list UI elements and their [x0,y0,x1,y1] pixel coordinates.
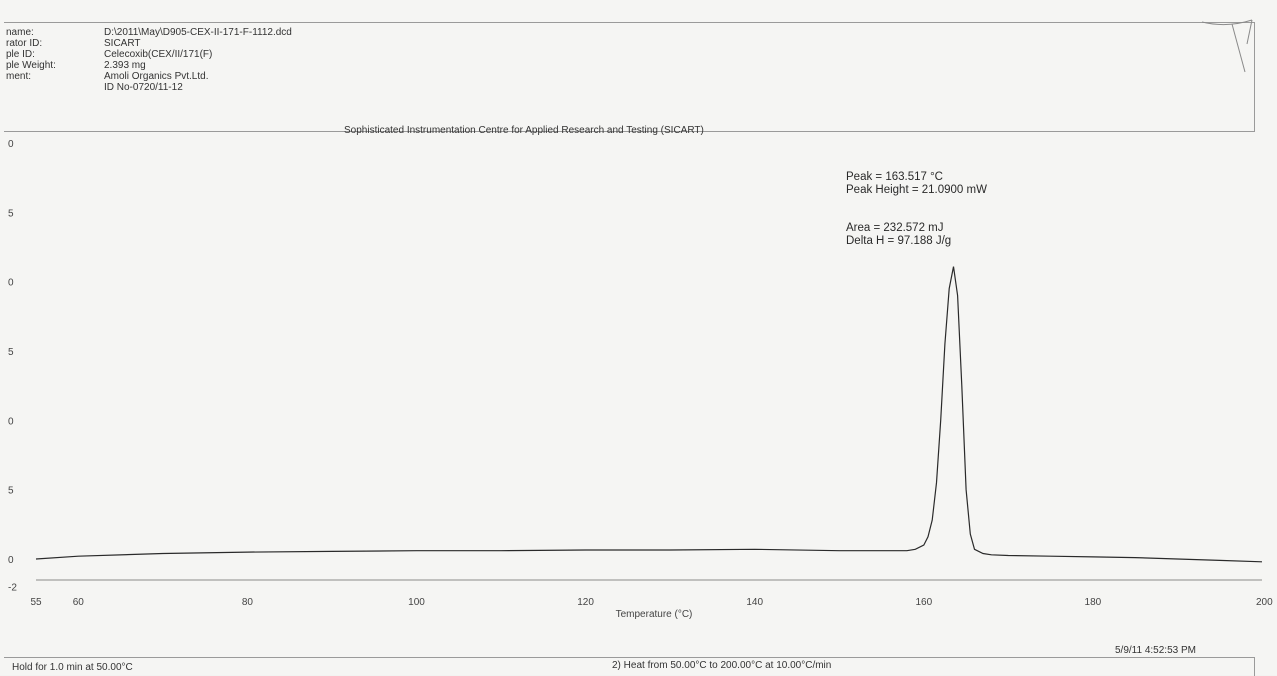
method-step-1: Hold for 1.0 min at 50.00°C [12,662,133,673]
x-tick-label: 120 [577,597,594,608]
series-line-heat-flow [35,266,1263,563]
chart-title: Sophisticated Instrumentation Centre for… [344,125,704,136]
annotation-delta-h: Delta H = 97.188 J/g [846,235,952,247]
meta-row-id-no: ID No-0720/11-12 [0,83,600,95]
meta-row-instrument: ment: Amoli Organics Pvt.Ltd. [0,72,600,84]
annotation-peak-height: Peak Height = 21.0900 mW [846,184,987,196]
meta-label: ple ID: [6,49,35,60]
y-tick-label: 0 [8,555,14,566]
meta-label: rator ID: [6,38,43,49]
meta-row-sample-id: ple ID: Celecoxib(CEX/II/171(F) [0,50,600,62]
x-axis-label: Temperature (°C) [616,609,693,620]
meta-value: SICART [104,38,141,49]
meta-row-sample-weight: ple Weight: 2.393 mg [0,61,600,73]
x-tick-label: 180 [1085,597,1102,608]
x-tick-label: 100 [408,597,425,608]
x-axis-ticks: 55 60 80 100 120 140 160 180 200 [30,597,1273,608]
y-tick-label: 0 [8,278,14,289]
meta-value: 2.393 mg [104,60,146,71]
meta-label: ment: [6,71,32,82]
x-tick-label: 80 [242,597,254,608]
y-tick-label: 5 [8,486,14,497]
y-tick-label: 0 [8,416,14,427]
meta-label: name: [6,27,34,38]
y-tick-label: 5 [8,347,14,358]
meta-value: Celecoxib(CEX/II/171(F) [104,49,213,60]
pen-mark-icon [1201,19,1253,73]
y-tick-label: -2 [8,583,17,594]
annotation-peak: Peak = 163.517 °C [846,171,943,183]
x-tick-label: 55 [30,597,42,608]
method-step-2: 2) Heat from 50.00°C to 200.00°C at 10.0… [612,660,832,671]
x-tick-label: 160 [915,597,932,608]
footer-method-box [4,657,1255,676]
meta-value: ID No-0720/11-12 [104,82,183,93]
meta-value: D:\2011\May\D905-CEX-II-171-F-1112.dcd [104,27,292,38]
meta-row-operator: rator ID: SICART [0,39,600,51]
y-axis-ticks: 0 5 0 5 0 5 0 -2 [8,139,17,594]
header-info-box [4,22,1255,132]
meta-row-filename: name: D:\2011\May\D905-CEX-II-171-F-1112… [0,28,600,40]
x-tick-label: 60 [73,597,85,608]
y-tick-label: 5 [8,208,14,219]
x-tick-label: 200 [1256,597,1273,608]
timestamp: 5/9/11 4:52:53 PM [1115,645,1196,656]
x-tick-label: 140 [746,597,763,608]
meta-label: ple Weight: [6,60,56,71]
annotation-area: Area = 232.572 mJ [846,222,944,234]
y-tick-label: 0 [8,139,14,150]
meta-value: Amoli Organics Pvt.Ltd. [104,71,209,82]
